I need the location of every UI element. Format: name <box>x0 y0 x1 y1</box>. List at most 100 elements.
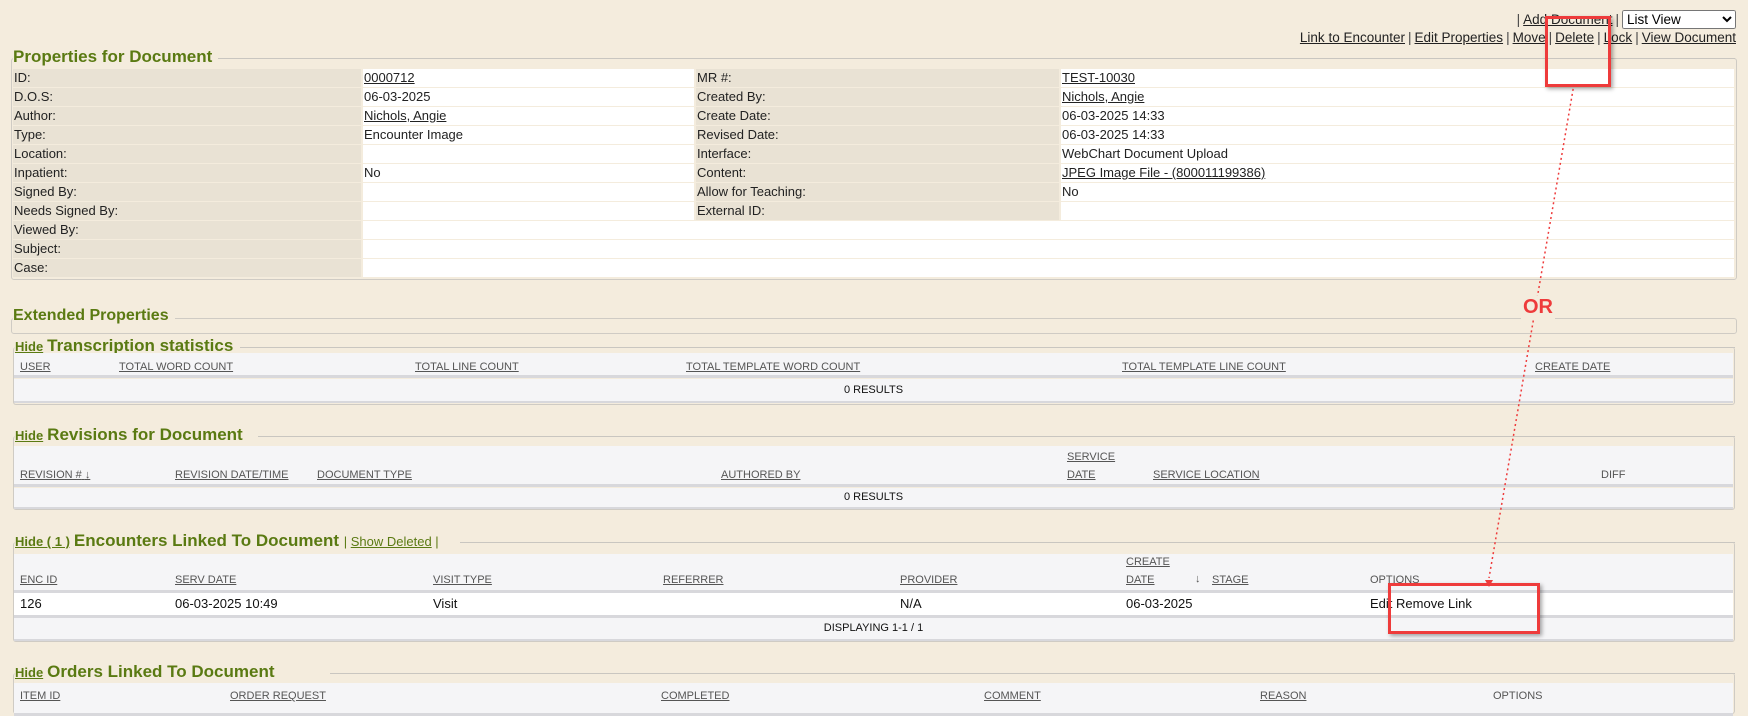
revisions-title: Revisions for Document <box>47 425 243 444</box>
property-value: No <box>363 164 694 182</box>
column-revision-number[interactable]: REVISION # ↓ <box>20 469 91 481</box>
property-label: Signed By: <box>13 183 361 201</box>
property-row: Type: Encounter Image Revised Date: 06-03-2… <box>13 126 1734 144</box>
provider: N/A <box>900 596 922 611</box>
property-value-text: No <box>364 165 381 180</box>
property-value: TEST-10030 <box>1061 69 1734 87</box>
column-serv-date[interactable]: SERV DATE <box>175 574 237 586</box>
transcription-title: Transcription statistics <box>47 336 234 355</box>
property-value-link[interactable]: TEST-10030 <box>1062 70 1135 85</box>
property-value <box>1061 202 1734 220</box>
property-row: D.O.S: 06-03-2025 Created By: Nichols, Angi… <box>13 88 1734 106</box>
transcription-header: USER TOTAL WORD COUNT TOTAL LINE COUNT T… <box>14 353 1733 378</box>
properties-title: Properties for Document <box>13 47 219 67</box>
property-label: Type: <box>13 126 361 144</box>
view-document-link[interactable]: View Document <box>1641 30 1736 45</box>
show-deleted-link[interactable]: Show Deleted <box>350 534 432 549</box>
column-service-date-2[interactable]: DATE <box>1067 469 1096 481</box>
highlight-delete-box <box>1545 16 1611 87</box>
property-label-text: Author: <box>14 108 56 123</box>
property-label: MR #: <box>696 69 1059 87</box>
hide-encounters-link[interactable]: Hide ( 1 ) <box>15 534 70 549</box>
separator: | <box>1516 12 1521 27</box>
property-label-text: Subject: <box>14 241 61 256</box>
column-create-date[interactable]: CREATE DATE <box>1535 361 1611 373</box>
hide-orders-link[interactable]: Hide <box>15 665 44 680</box>
property-row: Inpatient: No Content: JPEG Image File - (8… <box>13 164 1734 182</box>
column-service-date[interactable]: SERVICE <box>1067 451 1116 463</box>
dotted-connector-line <box>1488 83 1575 579</box>
property-value <box>363 145 694 163</box>
column-provider[interactable]: PROVIDER <box>900 574 958 586</box>
column-stage[interactable]: STAGE <box>1212 574 1249 586</box>
property-label-text: ID: <box>14 70 31 85</box>
property-value-text: Encounter Image <box>364 127 464 142</box>
arrowhead-icon <box>1485 580 1493 587</box>
link-to-encounter-link[interactable]: Link to Encounter <box>1299 30 1405 45</box>
column-total-line-count[interactable]: TOTAL LINE COUNT <box>415 361 519 373</box>
property-value: 0000712 <box>363 69 694 87</box>
property-value: Nichols, Angie <box>363 107 694 125</box>
property-label-text: Type: <box>14 127 46 142</box>
property-value-text: WebChart Document Upload <box>1062 146 1228 161</box>
encounters-displaying: DISPLAYING 1-1 / 1 <box>14 618 1733 641</box>
hide-transcription-link[interactable]: Hide <box>15 339 44 354</box>
serv-date: 06-03-2025 10:49 <box>175 596 278 611</box>
property-value: JPEG Image File - (800011199386) <box>1061 164 1734 182</box>
property-value-link[interactable]: 0000712 <box>364 70 415 85</box>
encounters-legend: Hide ( 1 ) Encounters Linked To Document … <box>15 531 445 551</box>
property-label-text: Needs Signed By: <box>14 203 119 218</box>
property-label-text: MR #: <box>697 70 732 85</box>
property-value <box>363 221 1734 239</box>
transcription-results: 0 RESULTS <box>14 379 1733 403</box>
extended-properties-box <box>11 318 1737 334</box>
edit-properties-link[interactable]: Edit Properties <box>1414 30 1504 45</box>
property-label-text: Revised Date: <box>697 127 779 142</box>
column-enc-id[interactable]: ENC ID <box>20 574 58 586</box>
revisions-header: REVISION # ↓ REVISION DATE/TIME DOCUMENT… <box>14 446 1733 487</box>
column-authored-by[interactable]: AUTHORED BY <box>721 469 801 481</box>
column-document-type[interactable]: DOCUMENT TYPE <box>317 469 412 481</box>
property-label: Inpatient: <box>13 164 361 182</box>
column-service-location[interactable]: SERVICE LOCATION <box>1153 469 1260 481</box>
property-label: D.O.S: <box>13 88 361 106</box>
property-value: Nichols, Angie <box>1061 88 1734 106</box>
column-referrer[interactable]: REFERRER <box>663 574 724 586</box>
column-user[interactable]: USER <box>20 361 51 373</box>
property-value-link[interactable]: JPEG Image File - (800011199386) <box>1062 165 1266 180</box>
delete-link[interactable]: Delete <box>1555 30 1595 45</box>
property-label: ID: <box>13 69 361 87</box>
sort-arrow-icon: ↓ <box>84 469 91 481</box>
column-create-date-2[interactable]: DATE <box>1126 574 1155 586</box>
property-value-link[interactable]: Nichols, Angie <box>364 108 447 123</box>
property-label: Subject: <box>13 240 361 258</box>
property-label: Location: <box>13 145 361 163</box>
property-row: Author: Nichols, Angie Create Date: 06-03-2… <box>13 107 1734 125</box>
move-link[interactable]: Move <box>1512 30 1546 45</box>
column-total-template-line-count[interactable]: TOTAL TEMPLATE LINE COUNT <box>1122 361 1286 373</box>
hide-revisions-link[interactable]: Hide <box>15 428 44 443</box>
table-row[interactable]: 126 06-03-2025 10:49 Visit N/A 06-03-202… <box>14 593 1733 618</box>
view-select[interactable]: List View <box>1622 10 1736 29</box>
property-row: ID: 0000712 MR #: TEST-10030 <box>13 69 1734 87</box>
property-row: Viewed By: <box>13 221 1734 239</box>
column-visit-type[interactable]: VISIT TYPE <box>433 574 492 586</box>
column-create-date[interactable]: CREATE <box>1126 556 1170 568</box>
property-value <box>363 202 694 220</box>
column-revision-date-time[interactable]: REVISION DATE/TIME <box>175 469 289 481</box>
remove-link-button[interactable]: Remove Link <box>1396 596 1472 611</box>
property-label: Created By: <box>696 88 1059 106</box>
property-value-text: 06-03-2025 14:33 <box>1062 127 1165 142</box>
property-value: Encounter Image <box>363 126 694 144</box>
property-value-link[interactable]: Nichols, Angie <box>1062 89 1145 104</box>
column-total-word-count[interactable]: TOTAL WORD COUNT <box>119 361 234 373</box>
property-label-text: Created By: <box>697 89 766 104</box>
property-row: Signed By: Allow for Teaching: No <box>13 183 1734 201</box>
property-label-text: Interface: <box>697 146 752 161</box>
property-label: Needs Signed By: <box>13 202 361 220</box>
column-total-template-word-count[interactable]: TOTAL TEMPLATE WORD COUNT <box>686 361 861 373</box>
property-value-text: 06-03-2025 <box>364 89 431 104</box>
edit-link[interactable]: Edit <box>1370 596 1393 611</box>
revisions-legend: Hide Revisions for Document <box>15 425 249 445</box>
property-label-text: Inpatient: <box>14 165 68 180</box>
